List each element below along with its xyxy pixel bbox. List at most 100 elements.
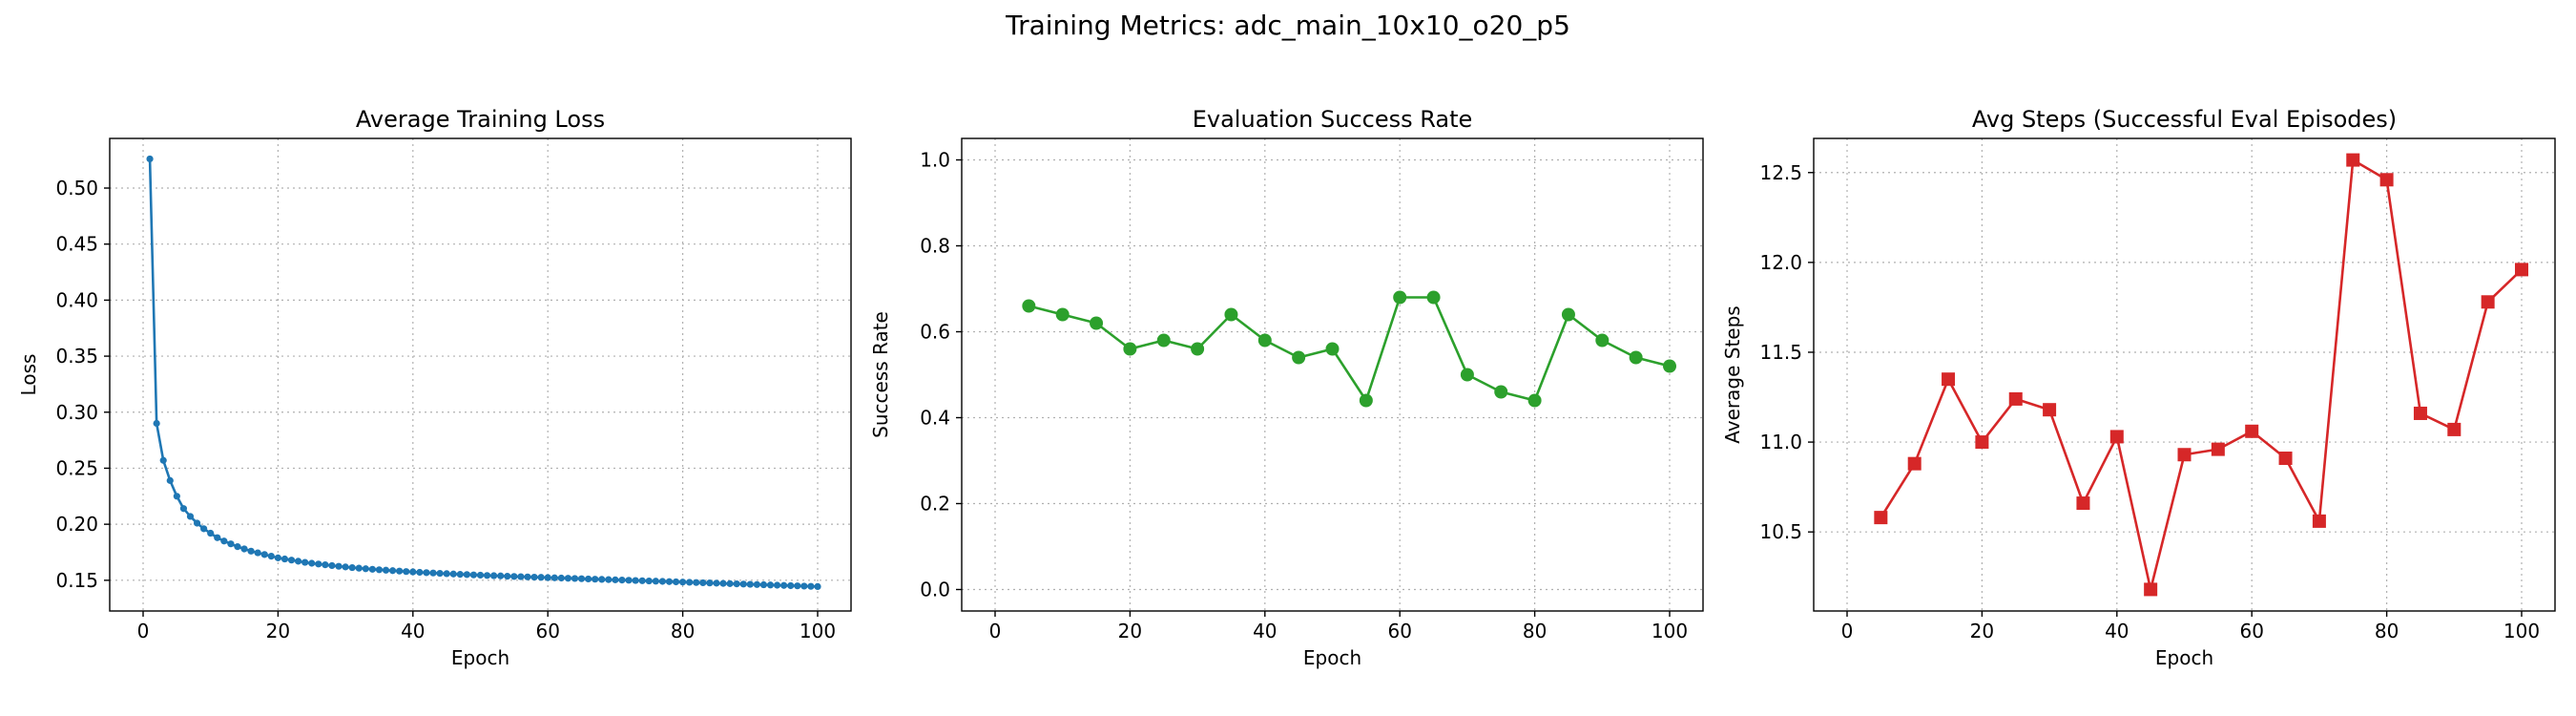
chart1-point-23 [295,558,301,564]
chart3-point-55 [2212,443,2225,456]
chart1-point-82 [693,579,699,586]
chart2-point-40 [1258,334,1272,347]
chart1-series-line [150,158,818,586]
chart1-point-6 [180,505,187,512]
chart1-point-12 [220,537,227,544]
chart1-point-51 [484,572,490,579]
chart1-point-47 [457,571,464,578]
chart2-point-65 [1427,291,1441,305]
chart3-point-35 [2076,496,2089,510]
chart3-xtick-label-100: 100 [2503,620,2540,642]
chart1-point-39 [403,568,409,575]
chart1-point-70 [612,577,618,583]
chart2-point-20 [1123,343,1136,356]
chart1-point-11 [214,535,220,541]
chart1-point-54 [504,573,510,579]
chart2-point-30 [1191,343,1204,356]
chart3-point-5 [1874,511,1887,524]
chart3-point-15 [1942,372,1955,386]
chart1-point-52 [490,572,497,579]
chart1-point-61 [551,575,558,581]
chart2-ytick-label-1: 0.2 [920,493,950,516]
chart3-xtick-label-0: 0 [1841,620,1854,642]
chart1-point-99 [807,583,814,590]
panel-avg-steps: 0 20 40 60 80 100 10.5 11.0 11.5 12.0 12.5 Avg Step… [1721,106,2555,669]
chart1-point-5 [174,493,180,499]
chart2-xlabel: Epoch [1303,646,1361,669]
chart1-point-93 [767,581,774,588]
chart2-point-10 [1056,308,1070,322]
chart1-point-84 [706,579,713,586]
chart3-ytick-label-4: 12.5 [1759,161,1802,184]
chart2-point-25 [1157,334,1171,347]
chart1-point-65 [578,576,585,582]
chart3-series-line [1880,160,2522,590]
chart1-point-32 [356,565,363,572]
chart1-point-91 [754,581,760,588]
chart1-xtick-label-40: 40 [401,620,425,642]
chart1-point-35 [376,566,383,573]
chart2-point-95 [1630,351,1643,365]
chart3-point-30 [2043,403,2056,416]
chart2-point-70 [1461,369,1474,382]
chart1-point-56 [517,573,524,579]
chart2-point-75 [1494,386,1507,399]
chart1-point-18 [261,551,268,558]
chart1-point-1 [146,156,153,162]
chart1-point-13 [227,540,234,547]
chart3-ytick-label-2: 11.5 [1759,341,1802,364]
chart3-xtick-label-60: 60 [2239,620,2263,642]
chart3-ytick-label-1: 11.0 [1759,431,1802,453]
chart1-point-71 [618,577,625,583]
chart1-point-10 [207,530,214,537]
chart1-point-36 [383,567,389,574]
chart1-point-67 [592,576,598,582]
chart3-point-95 [2482,295,2495,308]
chart1-point-30 [342,563,348,570]
chart1-point-62 [558,575,565,581]
chart2-point-60 [1393,291,1406,305]
chart1-point-64 [571,575,578,581]
chart1-point-87 [726,580,733,587]
chart2-xtick-label-60: 60 [1387,620,1411,642]
chart2-xtick-label-40: 40 [1253,620,1277,642]
chart2-point-35 [1224,308,1237,322]
chart1-point-53 [497,573,504,579]
chart1-point-95 [780,582,787,589]
chart3-xtick-label-40: 40 [2105,620,2129,642]
chart1-point-46 [450,571,457,578]
chart1-point-9 [200,525,207,532]
chart1-point-48 [464,571,470,578]
chart1-xtick-label-20: 20 [266,620,290,642]
chart2-ytick-label-0: 0.0 [920,579,950,601]
chart1-point-26 [315,560,322,567]
chart1-point-97 [794,582,800,589]
chart1-point-79 [673,579,679,585]
chart1-point-38 [396,568,403,575]
chart1-point-45 [444,570,450,577]
chart1-ylabel: Loss [17,354,40,396]
chart2-point-100 [1663,360,1676,373]
chart3-point-100 [2515,263,2528,276]
chart1-point-88 [734,580,740,587]
chart1-point-63 [565,575,571,581]
chart1-point-15 [240,545,247,552]
chart1-point-85 [713,579,719,586]
chart1-title: Average Training Loss [356,106,605,133]
chart1-point-3 [160,457,167,464]
chart1-point-100 [814,583,821,590]
chart2-ylabel: Success Rate [869,311,892,438]
chart2-point-45 [1292,351,1305,365]
chart1-point-55 [510,573,517,579]
chart1-point-4 [167,477,174,484]
chart1-point-58 [530,574,537,580]
chart3-ylabel: Average Steps [1721,305,1744,443]
chart1-point-16 [248,548,255,555]
chart1-point-83 [699,579,706,586]
chart1-ytick-label-0: 0.15 [55,569,98,592]
chart1-point-31 [349,564,356,571]
chart3-ytick-label-3: 12.0 [1759,251,1802,274]
chart3-point-65 [2279,452,2293,465]
chart1-xtick-label-60: 60 [535,620,559,642]
